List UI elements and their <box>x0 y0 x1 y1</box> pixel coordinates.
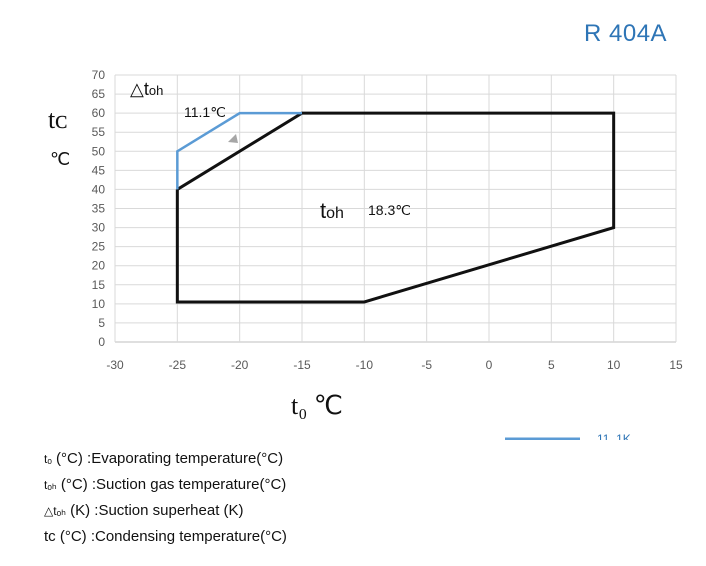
x-tick-label: 5 <box>548 358 555 372</box>
y-tick-label: 25 <box>92 240 106 254</box>
x-tick-label: -25 <box>169 358 187 372</box>
legend-notes: tₒ (°C) :Evaporating temperature(°C) tₒₕ… <box>44 446 287 550</box>
grid <box>114 74 677 343</box>
x-tick-label: -20 <box>231 358 249 372</box>
x-tick-label: 15 <box>669 358 683 372</box>
y-axis-title: tᴄ <box>48 105 68 134</box>
y-axis-unit: ℃ <box>50 149 70 169</box>
note-superheat: △tₒₕ (K) :Suction superheat (K) <box>44 502 244 519</box>
legend-label: 11. 1K <box>597 432 631 440</box>
x-tick-label: -30 <box>106 358 124 372</box>
y-tick-label: 15 <box>92 278 106 292</box>
note-evaporating: tₒ (°C) :Evaporating temperature(°C) <box>44 450 284 467</box>
note-suction-gas: tₒₕ (°C) :Suction gas temperature(°C) <box>44 476 287 493</box>
series-lines <box>175 111 616 304</box>
y-tick-label: 5 <box>98 316 105 330</box>
y-tick-label: 40 <box>92 182 106 196</box>
y-tick-label: 50 <box>92 144 106 158</box>
x-tick-label: -5 <box>421 358 432 372</box>
note-condensing: tᴄ (°C) :Condensing temperature(°C) <box>44 528 287 545</box>
x-tick-label: -10 <box>356 358 374 372</box>
y-tick-label: 60 <box>92 106 106 120</box>
x-tick-label: -15 <box>293 358 311 372</box>
marker-triangle <box>228 134 238 143</box>
toh-value-label: 18.3℃ <box>368 202 411 218</box>
y-tick-label: 55 <box>92 125 106 139</box>
refrigerant-title: R 404A <box>584 20 668 47</box>
y-tick-label: 35 <box>92 202 106 216</box>
y-tick-label: 20 <box>92 259 106 273</box>
series-line-11-1k <box>176 111 302 190</box>
y-tick-label: 0 <box>98 335 105 349</box>
toh-annotation: toh <box>320 198 344 223</box>
x-tick-label: 0 <box>486 358 493 372</box>
y-tick-label: 45 <box>92 163 106 177</box>
y-tick-label: 65 <box>92 87 106 101</box>
y-tick-label: 10 <box>92 297 106 311</box>
delta-toh-annotation: △toh <box>130 79 163 99</box>
delta-value-label: 11.1℃ <box>184 104 226 120</box>
y-tick-label: 70 <box>92 68 106 82</box>
y-tick-label: 30 <box>92 221 106 235</box>
x-axis-title: t₀ ℃ <box>291 391 343 420</box>
x-tick-label: 10 <box>607 358 621 372</box>
legend: 11. 1K18. 3˚C <box>505 432 631 440</box>
